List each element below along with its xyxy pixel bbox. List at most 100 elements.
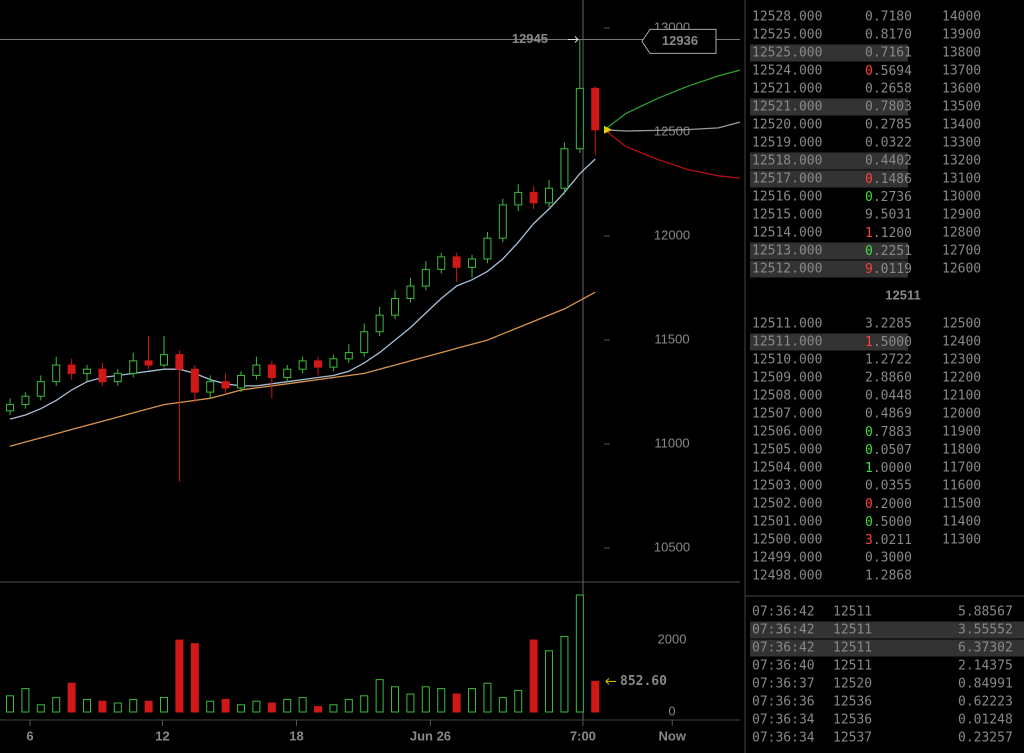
trade-price: 12511: [833, 641, 872, 656]
price: 12498.000: [752, 569, 822, 584]
trade-price: 12511: [833, 659, 872, 674]
depth-price: 12500: [942, 317, 981, 332]
amount: 0.7180: [865, 10, 912, 25]
amount-first-digit: 0: [865, 515, 873, 530]
candle-body: [252, 364, 261, 376]
amount: 0.3000: [865, 551, 912, 566]
trade-price: 12537: [833, 731, 872, 746]
row-highlight: [750, 260, 908, 278]
candle-body: [514, 191, 523, 206]
crosshair-tag: [641, 28, 717, 54]
price: 12501.000: [752, 515, 822, 530]
volume-bar: [252, 700, 261, 713]
amount: 0.2000: [865, 497, 912, 512]
depth-price: 13300: [942, 136, 981, 151]
forecast-line: [604, 121, 741, 132]
amount: 0.8170: [865, 28, 912, 43]
volume-bar: [314, 706, 323, 713]
volume-bar: [6, 695, 15, 713]
y-tick-label: 12000: [654, 228, 690, 243]
volume-bar: [344, 698, 353, 713]
volume-bar: [529, 639, 538, 713]
candle-body: [98, 368, 107, 383]
amount: 1.0000: [865, 461, 912, 476]
trade-price: 12511: [833, 605, 872, 620]
candle-body: [529, 191, 538, 204]
candle-body: [406, 285, 415, 299]
depth-price: 13100: [942, 172, 981, 187]
high-label: 12945: [512, 31, 548, 46]
candle-body: [591, 87, 600, 131]
depth-price: 12200: [942, 371, 981, 386]
y-tick-label: 10500: [654, 540, 690, 555]
volume-bar: [329, 704, 338, 713]
x-tick-label: 6: [26, 728, 33, 743]
trade-amount: 6.37302: [958, 641, 1013, 656]
volume-bar: [483, 682, 492, 713]
trade-time: 07:36:40: [752, 659, 815, 674]
candle-body: [375, 314, 384, 333]
volume-bar: [375, 679, 384, 713]
amount-rest: .0211: [873, 533, 912, 548]
amount: 0.0355: [865, 479, 912, 494]
volume-bar: [67, 682, 76, 713]
amount-rest: .2000: [873, 497, 912, 512]
amount-rest: .1486: [873, 172, 912, 187]
last-price-marker: [604, 125, 612, 134]
price: 12506.000: [752, 425, 822, 440]
amount: 0.7803: [865, 100, 912, 115]
trade-time: 07:36:42: [752, 641, 815, 656]
price: 12515.000: [752, 208, 822, 223]
candle-body: [21, 395, 30, 406]
trade-price: 12536: [833, 695, 872, 710]
moving-average: [9, 158, 596, 420]
volume-bar: [36, 704, 45, 713]
price: 12509.000: [752, 371, 822, 386]
depth-price: 13000: [942, 190, 981, 205]
amount-rest: .0000: [873, 461, 912, 476]
volume-tick-label: 2000: [658, 631, 687, 646]
volume-bar: [267, 702, 276, 713]
candle-body: [483, 237, 492, 260]
forecast-line: [604, 69, 741, 131]
candle-body: [144, 360, 153, 366]
trade-time: 07:36:36: [752, 695, 815, 710]
depth-price: 11800: [942, 443, 981, 458]
price: 12504.000: [752, 461, 822, 476]
depth-price: 12400: [942, 335, 981, 350]
amount-first-digit: 3: [865, 533, 873, 548]
depth-price: 12600: [942, 262, 981, 277]
price: 12507.000: [752, 407, 822, 422]
amount: 0.2251: [865, 244, 912, 259]
price: 12505.000: [752, 443, 822, 458]
y-tick-label: 12500: [654, 124, 690, 139]
candle-body: [298, 360, 307, 370]
candle-body: [237, 374, 246, 389]
x-tick-label: 18: [289, 728, 303, 743]
amount: 0.7883: [865, 425, 912, 440]
volume-bar: [575, 594, 584, 713]
depth-price: 11700: [942, 461, 981, 476]
volume-bar: [21, 688, 30, 713]
price: 12512.000: [752, 262, 822, 277]
depth-price: 13400: [942, 118, 981, 133]
amount-rest: .2251: [873, 244, 912, 259]
volume-bar: [498, 697, 507, 713]
candle-body: [67, 364, 76, 374]
candle-body: [283, 368, 292, 379]
amount: 9.5031: [865, 208, 912, 223]
amount: 0.0448: [865, 389, 912, 404]
candle-body: [129, 360, 138, 374]
trade-amount: 0.62223: [958, 695, 1013, 710]
amount: 0.5694: [865, 64, 912, 79]
candle-body: [468, 258, 477, 268]
volume-bar: [160, 697, 169, 713]
volume-bar: [437, 688, 446, 713]
depth-price: 11600: [942, 479, 981, 494]
amount: 0.5000: [865, 515, 912, 530]
price: 12524.000: [752, 64, 822, 79]
volume-bar: [129, 698, 138, 713]
candle-body: [360, 331, 369, 354]
amount-rest: .7883: [873, 425, 912, 440]
